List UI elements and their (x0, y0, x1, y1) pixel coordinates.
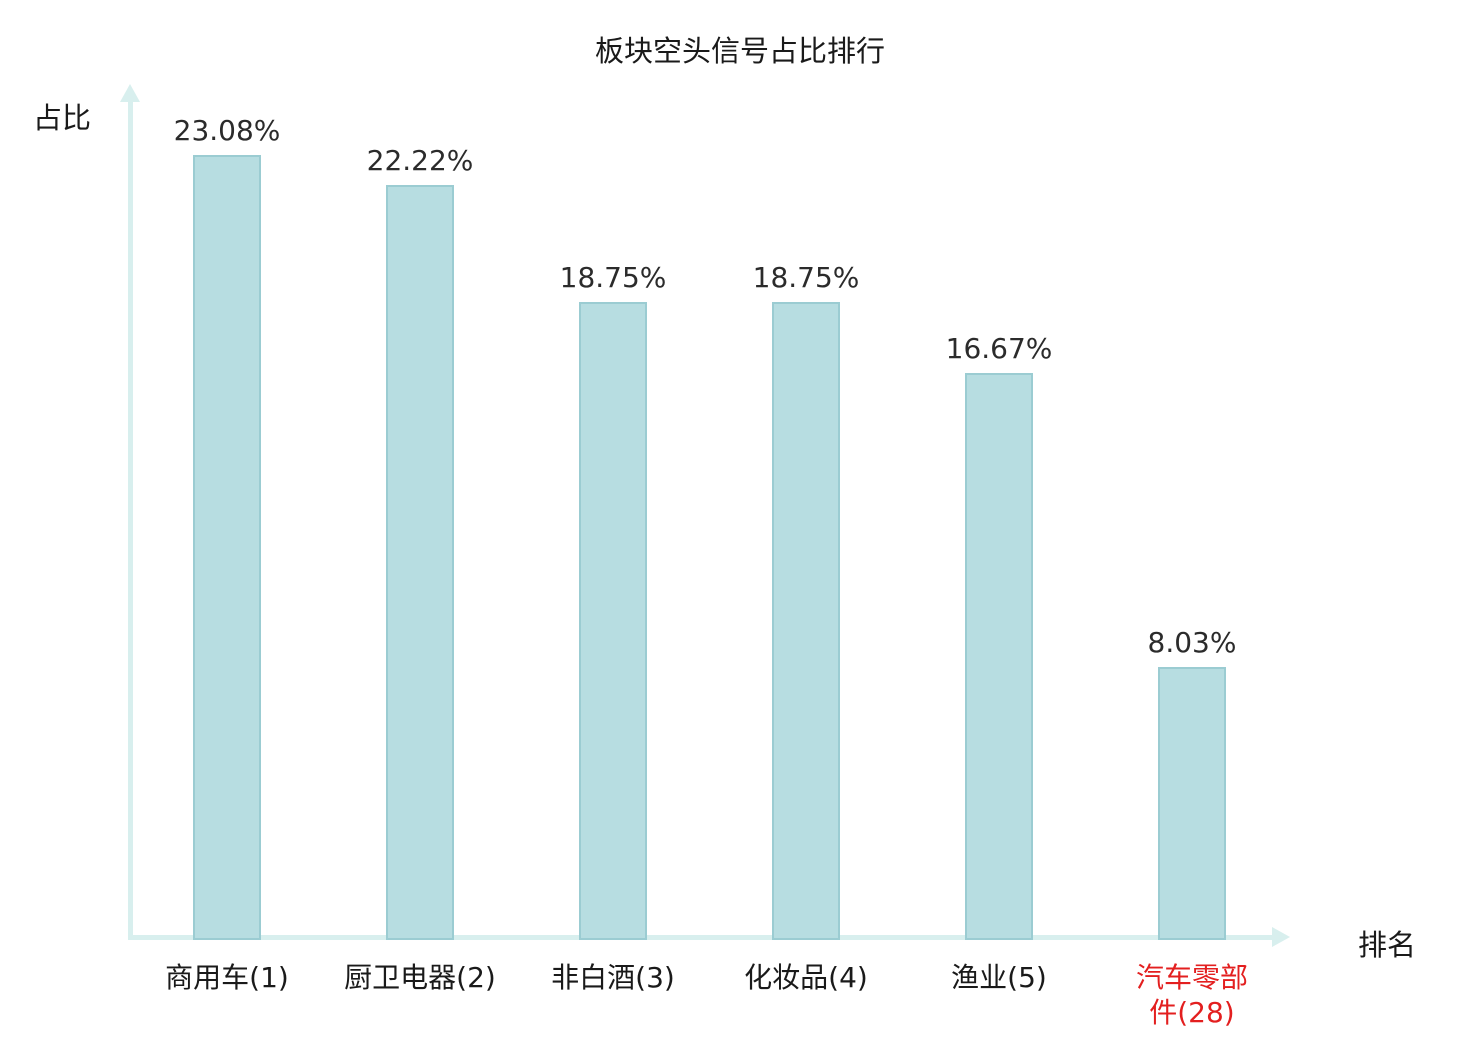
category-label: 化妆品(4) (744, 961, 868, 994)
bar-value-label: 18.75% (752, 261, 860, 294)
bar-group: 22.22% (367, 144, 473, 940)
bar-value-label: 22.22% (366, 144, 474, 177)
category-label: 商用车(1) (165, 961, 289, 994)
bar-value-label: 16.67% (945, 332, 1053, 365)
bar-value-label: 8.03% (1147, 626, 1237, 659)
bar-value-label: 23.08% (173, 114, 281, 147)
bar (965, 373, 1033, 940)
bar-value-label: 18.75% (559, 261, 667, 294)
bar (193, 155, 261, 940)
x-axis-line (128, 935, 1273, 940)
category-label: 厨卫电器(2) (344, 961, 496, 994)
chart-title: 板块空头信号占比排行 (594, 34, 885, 68)
bar-group: 23.08% (174, 114, 280, 940)
x-axis-arrow-icon (1272, 927, 1290, 947)
bar-group: 18.75% (753, 261, 859, 940)
bar (1158, 667, 1226, 940)
bar (579, 302, 647, 940)
bar-group: 8.03% (1148, 626, 1236, 940)
bar (772, 302, 840, 940)
category-label: 渔业(5) (951, 961, 1047, 994)
x-axis-label: 排名 (1358, 928, 1417, 962)
bar (386, 185, 454, 940)
bar-group: 16.67% (946, 332, 1052, 940)
bar-group: 18.75% (560, 261, 666, 940)
y-axis-arrow-icon (120, 84, 140, 102)
y-axis-label: 占比 (33, 101, 92, 135)
category-label-highlighted: 汽车零部件(28) (1135, 961, 1248, 1029)
category-label: 非白酒(3) (551, 961, 675, 994)
y-axis-line (128, 100, 133, 940)
